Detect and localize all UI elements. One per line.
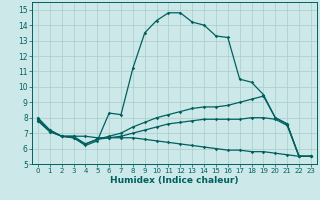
X-axis label: Humidex (Indice chaleur): Humidex (Indice chaleur) — [110, 176, 239, 185]
